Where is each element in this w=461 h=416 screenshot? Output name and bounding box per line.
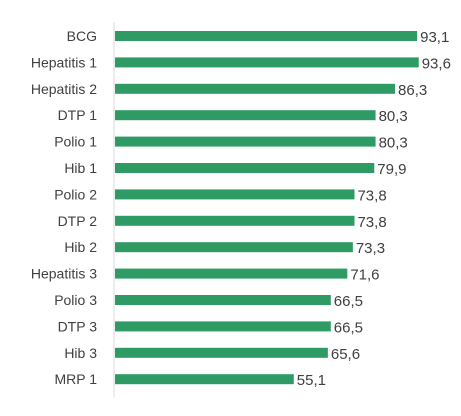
category-label-hepatitis-2: Hepatitis 2 (31, 81, 97, 97)
category-label-hepatitis-1: Hepatitis 1 (31, 54, 97, 70)
category-label-mrp-1: MRP 1 (54, 371, 97, 387)
bar-bcg (115, 31, 418, 41)
category-label-hib-1: Hib 1 (64, 160, 97, 176)
value-label-dtp-2: 73,8 (357, 214, 386, 231)
bar-hib-1 (115, 163, 375, 173)
value-label-polio-2: 73,8 (357, 187, 386, 204)
category-label-hib-2: Hib 2 (64, 239, 97, 255)
value-label-hib-1: 79,9 (377, 161, 406, 178)
value-label-polio-3: 66,5 (334, 293, 363, 310)
bar-polio-3 (115, 295, 331, 305)
bar-dtp-2 (115, 215, 355, 226)
bar-hib-2 (115, 242, 353, 253)
bars-group (115, 31, 419, 385)
bar-hib-3 (115, 347, 328, 358)
value-label-dtp-1: 80,3 (379, 108, 408, 125)
category-label-dtp-3: DTP 3 (58, 318, 98, 334)
bar-hepatitis-2 (115, 83, 396, 94)
value-label-dtp-3: 66,5 (334, 319, 363, 336)
bar-mrp-1 (115, 374, 294, 385)
bar-hepatitis-1 (115, 57, 419, 68)
value-label-hepatitis-3: 71,6 (350, 267, 379, 284)
value-label-hib-3: 65,6 (331, 346, 360, 363)
category-label-hepatitis-3: Hepatitis 3 (31, 266, 97, 282)
category-labels-group: BCG Hepatitis 1 Hepatitis 2 DTP 1 Polio 1 Hib… (31, 28, 97, 387)
bar-dtp-3 (115, 321, 331, 332)
value-labels-group: 93,1 93,6 86,3 80,3 80,3 79,9 73,8 73,8 73,3 71,6… (297, 29, 451, 389)
value-label-hib-2: 73,3 (356, 240, 385, 257)
bar-dtp-1 (115, 110, 376, 121)
category-label-hib-3: Hib 3 (64, 345, 97, 361)
bar-polio-2 (115, 189, 355, 200)
category-label-bcg: BCG (67, 28, 97, 44)
category-label-dtp-2: DTP 2 (58, 213, 98, 229)
value-label-bcg: 93,1 (420, 29, 449, 46)
category-label-polio-3: Polio 3 (54, 292, 97, 308)
bar-hepatitis-3 (115, 268, 348, 279)
value-label-polio-1: 80,3 (379, 135, 408, 152)
category-label-polio-2: Polio 2 (54, 186, 97, 202)
value-label-hepatitis-2: 86,3 (398, 82, 427, 99)
value-label-mrp-1: 55,1 (297, 372, 326, 389)
bar-polio-1 (115, 136, 376, 147)
category-label-dtp-1: DTP 1 (58, 107, 98, 123)
category-label-polio-1: Polio 1 (54, 134, 97, 150)
value-label-hepatitis-1: 93,6 (422, 55, 451, 72)
